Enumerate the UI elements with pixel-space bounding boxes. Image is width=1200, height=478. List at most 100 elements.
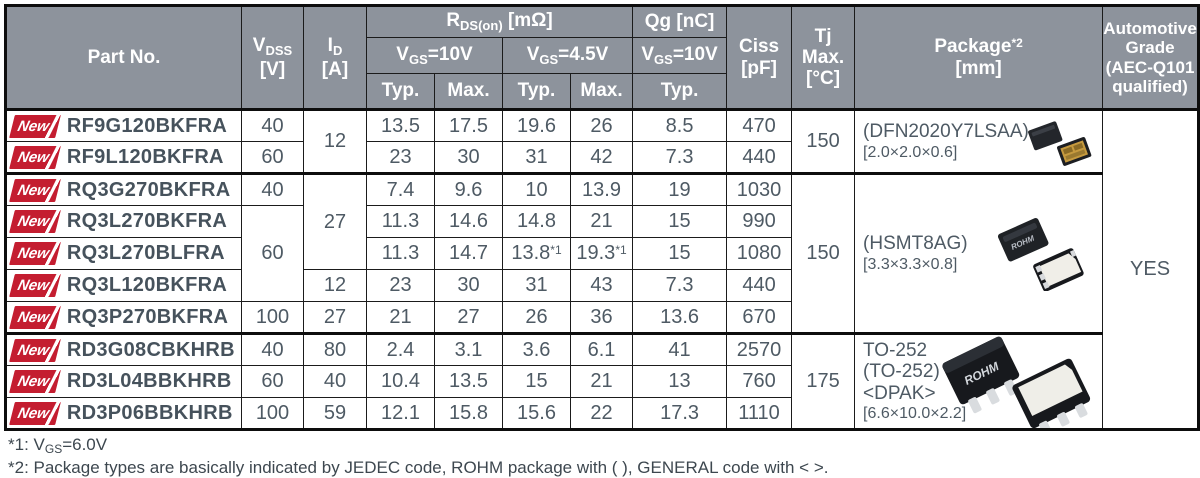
part-no-cell: New RQ3P270BKFRA xyxy=(5,301,242,334)
part-number: RQ3P270BKFRA xyxy=(66,305,229,328)
max10-cell: 14.6 xyxy=(434,205,503,238)
max45-cell: 21 xyxy=(569,365,634,398)
table-row: New RQ3L270BLFRA 11.3 14.7 13.8*1 19.3*1… xyxy=(5,237,1199,270)
typ10-cell: 13.5 xyxy=(366,108,435,142)
part-number: RD3P06BBKHRB xyxy=(66,401,233,424)
package-cell-dfn: (DFN2020Y7LSAA) [2.0×2.0×0.6] xyxy=(854,108,1104,174)
id-cell: 80 xyxy=(303,332,367,366)
new-badge: New xyxy=(9,210,61,233)
max45-cell: 26 xyxy=(569,108,634,142)
subheader-vgs10: VGS=10V xyxy=(366,37,503,74)
part-number: RQ3L270BKFRA xyxy=(66,210,228,232)
col-header-id: ID [A] xyxy=(303,5,367,110)
ciss-cell: 760 xyxy=(726,365,793,398)
id-cell: 12 xyxy=(303,108,367,174)
part-no-cell: New RF9L120BKFRA xyxy=(5,141,242,174)
qg-cell: 19 xyxy=(632,172,728,206)
package-name: (HSMT8AG) xyxy=(863,232,968,254)
col-header-qg: Qg [nC] xyxy=(632,5,728,38)
typ10-cell: 12.1 xyxy=(366,397,435,430)
subheader-max-45v: Max. xyxy=(569,73,634,110)
footnote-2: *2: Package types are basically indicate… xyxy=(8,458,829,478)
col-header-tj: Tj Max. [°C] xyxy=(791,5,856,110)
id-cell: 59 xyxy=(303,397,367,430)
max45-cell: 42 xyxy=(569,141,634,174)
ciss-cell: 670 xyxy=(726,301,793,334)
max10-cell: 27 xyxy=(434,301,503,334)
part-no-cell: New RQ3L120BKFRA xyxy=(5,269,242,302)
max45-cell: 21 xyxy=(569,205,634,238)
col-header-ciss: Ciss [pF] xyxy=(726,5,793,110)
new-badge: New xyxy=(9,305,61,329)
typ45-cell: 3.6 xyxy=(502,332,571,366)
subheader-max-10v: Max. xyxy=(434,73,503,110)
package-name: TO-252 xyxy=(863,339,928,361)
new-badge: New xyxy=(9,114,61,138)
typ45-cell: 15.6 xyxy=(502,397,571,430)
id-cell: 27 xyxy=(303,172,367,270)
part-number: RD3L04BBKHRB xyxy=(66,370,232,392)
max45-cell: 22 xyxy=(569,397,634,430)
max10-cell: 30 xyxy=(434,269,503,302)
typ45-cell: 13.8*1 xyxy=(502,237,571,270)
package-name: <DPAK> xyxy=(863,383,936,405)
package-cell-to252: TO-252 (TO-252) <DPAK> [6.6×10.0×2.2] RO… xyxy=(854,332,1104,430)
max45-cell: 19.3*1 xyxy=(569,237,634,270)
ciss-cell: 2570 xyxy=(726,332,793,366)
typ10-cell: 21 xyxy=(366,301,435,334)
new-badge: New xyxy=(9,401,61,425)
package-cell-hsmt: (HSMT8AG) [3.3×3.3×0.8] ROHM xyxy=(854,172,1104,334)
typ45-cell: 14.8 xyxy=(502,205,571,238)
table-row: New RD3P06BBKHRB 100 59 12.1 15.8 15.6 2… xyxy=(5,397,1199,430)
part-number: RQ3L120BKFRA xyxy=(66,274,228,296)
package-size: [6.6×10.0×2.2] xyxy=(863,405,967,423)
col-header-automotive: Automotive Grade (AEC-Q101 qualified) xyxy=(1102,5,1200,110)
qg-cell: 13 xyxy=(632,365,728,398)
typ10-cell: 7.4 xyxy=(366,172,435,206)
qg-cell: 7.3 xyxy=(632,141,728,174)
package-name: (TO-252) xyxy=(863,361,940,383)
automotive-grade-cell: YES xyxy=(1102,108,1200,430)
table-row: New RQ3G270BKFRA 40 27 7.4 9.6 10 13.9 1… xyxy=(5,172,1199,334)
id-cell: 27 xyxy=(303,301,367,334)
max45-cell: 13.9 xyxy=(569,172,634,206)
tj-cell: 150 xyxy=(791,172,856,334)
part-no-cell: New RQ3L270BKFRA xyxy=(5,205,242,238)
max45-cell: 36 xyxy=(569,301,634,334)
subheader-vgs10-qg: VGS=10V xyxy=(632,37,728,74)
typ45-cell: 31 xyxy=(502,269,571,302)
qg-cell: 7.3 xyxy=(632,269,728,302)
max10-cell: 9.6 xyxy=(434,172,503,206)
table-row: New RQ3P270BKFRA 100 27 21 27 26 36 13.6… xyxy=(5,301,1199,334)
vdss-cell: 40 xyxy=(241,332,304,366)
typ10-cell: 23 xyxy=(366,269,435,302)
ciss-cell: 470 xyxy=(726,108,793,142)
part-no-cell: New RD3G08CBKHRB xyxy=(5,332,242,366)
new-badge: New xyxy=(9,145,61,169)
part-number: RF9L120BKFRA xyxy=(66,145,224,168)
tj-cell: 175 xyxy=(791,332,856,430)
table-header: Part No. VDSS [V] ID [A] RDS(on) [mΩ] Qg… xyxy=(5,5,1200,110)
qg-cell: 41 xyxy=(632,332,728,366)
table-row: New RQ3L270BKFRA 60 11.3 14.6 14.8 21 15… xyxy=(5,205,1199,302)
qg-cell: 15 xyxy=(632,205,728,238)
part-no-cell: New RQ3G270BKFRA xyxy=(5,172,242,206)
typ45-cell: 31 xyxy=(502,141,571,174)
tj-cell: 150 xyxy=(791,108,856,174)
subheader-vgs45: VGS=4.5V xyxy=(501,37,634,74)
typ45-cell: 26 xyxy=(502,301,571,334)
col-header-vdss: VDSS [V] xyxy=(241,5,304,110)
part-no-cell: New RF9G120BKFRA xyxy=(5,108,242,142)
max10-cell: 14.7 xyxy=(434,237,503,270)
new-badge: New xyxy=(9,370,61,393)
new-badge: New xyxy=(9,178,61,202)
ciss-cell: 1110 xyxy=(726,397,793,430)
table-row: New RD3G08CBKHRB 40 80 2.4 3.1 3.6 6.1 4… xyxy=(5,332,1199,430)
vdss-cell: 60 xyxy=(241,141,304,174)
vdss-cell: 60 xyxy=(241,205,304,302)
typ45-cell: 19.6 xyxy=(502,108,571,142)
footnotes: *1: VGS=6.0V *2: Package types are basic… xyxy=(8,434,828,478)
col-header-package: Package*2 [mm] xyxy=(854,5,1104,110)
ciss-cell: 440 xyxy=(726,141,793,174)
